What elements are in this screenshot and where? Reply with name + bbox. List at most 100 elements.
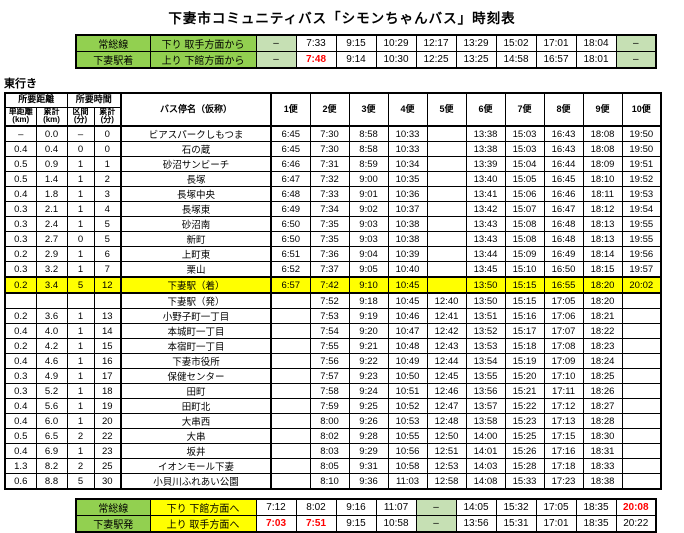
bus-time-cell: 9:28 <box>348 428 389 445</box>
bus-time-cell: 14:01 <box>465 443 506 460</box>
bus-time-cell <box>270 443 311 460</box>
bus-time-cell: 10:38 <box>387 216 428 233</box>
cumulative-distance-cell: 6.5 <box>35 428 68 445</box>
bus-time-cell: 12:46 <box>426 383 467 400</box>
bus-time-cell: 9:19 <box>348 308 389 325</box>
train-time-cell: 11:07 <box>375 498 417 517</box>
bus-time-cell: 15:04 <box>504 156 545 173</box>
section-minutes-cell: – <box>66 125 95 143</box>
bus-time-cell: 10:55 <box>387 428 428 445</box>
bus-time-cell: 13:40 <box>465 171 506 188</box>
bus-time-cell <box>270 473 311 490</box>
bus-time-cell: 18:26 <box>582 383 623 400</box>
bus-time-cell: 10:34 <box>387 156 428 173</box>
bus-time-cell: 15:22 <box>504 398 545 415</box>
bus-time-cell: 7:52 <box>309 292 350 310</box>
page-title: 下妻市コミュニティバス「シモンちゃんバス」時刻表 <box>168 11 516 26</box>
section-minutes-cell: 1 <box>66 171 95 188</box>
bus-time-cell: 7:34 <box>309 201 350 218</box>
bus-time-cell: 18:33 <box>582 458 623 475</box>
stop-name-cell: 長塚東 <box>120 201 273 218</box>
bus-time-cell: 13:56 <box>465 383 506 400</box>
cumulative-distance-cell: 2.9 <box>35 246 68 263</box>
train-time-cell: 17:01 <box>535 34 577 52</box>
stop-name-cell: 小野子町一丁目 <box>120 308 273 325</box>
bus-time-cell: 10:47 <box>387 323 428 340</box>
line-name-cell: 下妻駅発 <box>75 515 151 533</box>
stop-row: 0.4 5.6 1 19 田町北 7:59 9:25 10:52 12:47 13:57 15:22… <box>4 398 662 415</box>
bus-time-cell <box>621 428 662 445</box>
bus-time-cell <box>270 458 311 475</box>
bus-time-cell: 12:41 <box>426 308 467 325</box>
bus-time-cell: 12:53 <box>426 458 467 475</box>
train-time-cell: – <box>615 51 657 69</box>
cumulative-minutes-cell: 18 <box>93 383 122 400</box>
bus-time-cell <box>621 458 662 475</box>
bus-time-cell: 19:55 <box>621 231 662 248</box>
bus-time-cell: 10:53 <box>387 413 428 430</box>
bus-time-cell <box>270 428 311 445</box>
bus-time-cell: 12:43 <box>426 338 467 355</box>
bus-time-cell: 8:02 <box>309 428 350 445</box>
bus-time-cell: 18:27 <box>582 398 623 415</box>
stop-row: 0.4 4.6 1 16 下妻市役所 7:56 9:22 10:49 12:44 13:54 15:… <box>4 353 662 370</box>
bus-time-cell: 6:52 <box>270 261 311 278</box>
bus-time-cell: 13:58 <box>465 413 506 430</box>
train-time-cell: 17:01 <box>535 515 577 533</box>
bus-time-cell: 18:08 <box>582 125 623 143</box>
cumulative-distance-header: 累計 (km) <box>35 106 68 127</box>
bus-time-cell <box>270 292 311 310</box>
cumulative-distance-cell: 0.9 <box>35 156 68 173</box>
bus-time-cell: 7:30 <box>309 141 350 158</box>
section-minutes-cell: 1 <box>66 308 95 325</box>
bus-time-cell: 16:43 <box>543 125 584 143</box>
train-time-cell: – <box>255 51 297 69</box>
bus-time-cell: 6:48 <box>270 186 311 203</box>
cumulative-minutes-cell: 0 <box>93 125 122 143</box>
cumulative-minutes-cell: 5 <box>93 216 122 233</box>
bus-time-cell <box>426 216 467 233</box>
bus-time-cell: 18:21 <box>582 308 623 325</box>
bus-time-cell: 7:42 <box>309 276 350 294</box>
bus-time-cell: 13:43 <box>465 216 506 233</box>
cumulative-distance-cell: 6.0 <box>35 413 68 430</box>
stop-name-cell: 本宿町一丁目 <box>120 338 273 355</box>
bus-time-cell: 19:51 <box>621 156 662 173</box>
train-time-cell: 18:35 <box>575 515 617 533</box>
cumulative-minutes-cell: 14 <box>93 323 122 340</box>
train-row: 常総線 下り 下館方面へ 7:12 8:02 9:16 11:07–14:05 15:32 1… <box>75 498 657 517</box>
section-minutes-cell: 1 <box>66 443 95 460</box>
bus-time-cell: 10:33 <box>387 141 428 158</box>
stop-name-header: バス停名（仮称） <box>120 92 273 127</box>
stop-row: 0.2 4.2 1 15 本宿町一丁目 7:55 9:21 10:48 12:43 13:53 15… <box>4 338 662 355</box>
bus-time-cell: 15:16 <box>504 308 545 325</box>
stop-name-cell: 砂沼サンビーチ <box>120 156 273 173</box>
header-unit: (分) <box>100 115 114 125</box>
direction-cell: 上り 取手方面へ <box>149 515 257 533</box>
section-distance-cell: 0.2 <box>4 246 37 263</box>
bus-time-cell: 7:54 <box>309 323 350 340</box>
bus-time-cell: 16:45 <box>543 171 584 188</box>
stop-name-cell: 坂井 <box>120 443 273 460</box>
stop-name-cell: 砂沼南 <box>120 216 273 233</box>
section-minutes-cell: 1 <box>66 323 95 340</box>
section-minutes-cell: 5 <box>66 473 95 490</box>
distance-group-header: 所要距離 <box>4 92 68 108</box>
stop-name-cell: 長塚中央 <box>120 186 273 203</box>
section-minutes-cell: 0 <box>66 231 95 248</box>
section-minutes-cell: 1 <box>66 338 95 355</box>
header-label: 区間 <box>72 107 89 116</box>
bus-time-cell <box>270 398 311 415</box>
section-distance-cell: 0.4 <box>4 413 37 430</box>
header-unit: (km) <box>12 115 30 125</box>
section-minutes-cell: 1 <box>66 216 95 233</box>
cumulative-distance-cell: 0.0 <box>35 125 68 143</box>
bus-time-cell: 16:44 <box>543 156 584 173</box>
section-minutes-cell: 1 <box>66 246 95 263</box>
bus-time-cell: 9:18 <box>348 292 389 310</box>
bus-time-cell: 15:09 <box>504 246 545 263</box>
bus-time-cell: 8:58 <box>348 125 389 143</box>
train-departure-table: 常総線 下り 下館方面へ 7:12 8:02 9:16 11:07–14:05 15:32 1… <box>75 498 657 533</box>
bus-time-cell: 16:43 <box>543 141 584 158</box>
bus-time-cell: 19:53 <box>621 186 662 203</box>
